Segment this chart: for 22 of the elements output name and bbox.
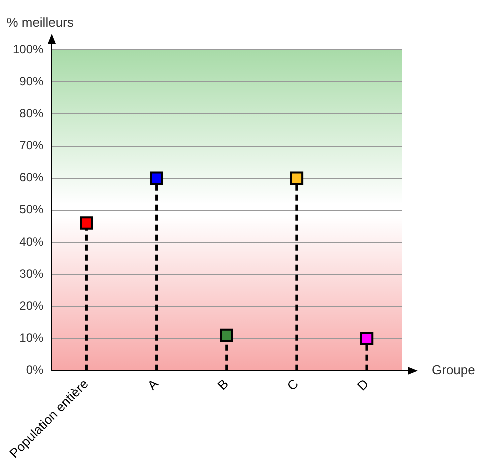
y-tick-label: 0% [26,363,44,378]
y-tick-label: 80% [20,106,44,120]
y-tick-label: 30% [20,266,44,281]
y-tick-label: 60% [20,170,44,185]
y-tick-label: 90% [20,74,44,88]
point [290,172,304,186]
y-tick-label: 100% [12,42,44,56]
point [360,332,374,346]
y-tick-label: 70% [20,138,44,153]
y-tick-label: 50% [20,202,44,217]
y-tick-label: 40% [20,234,44,249]
x-tick-label: C [284,376,302,394]
y-tick-label: 10% [20,331,44,346]
y-tick-label: 20% [20,299,44,314]
point [220,328,234,342]
x-tick-label: A [144,376,162,394]
point [80,216,94,230]
x-tick-label: B [214,376,232,394]
y-axis-title: % meilleurs [6,15,74,30]
x-axis-title: Groupe [432,362,476,378]
x-tick-label: D [354,376,372,394]
point [150,172,164,186]
